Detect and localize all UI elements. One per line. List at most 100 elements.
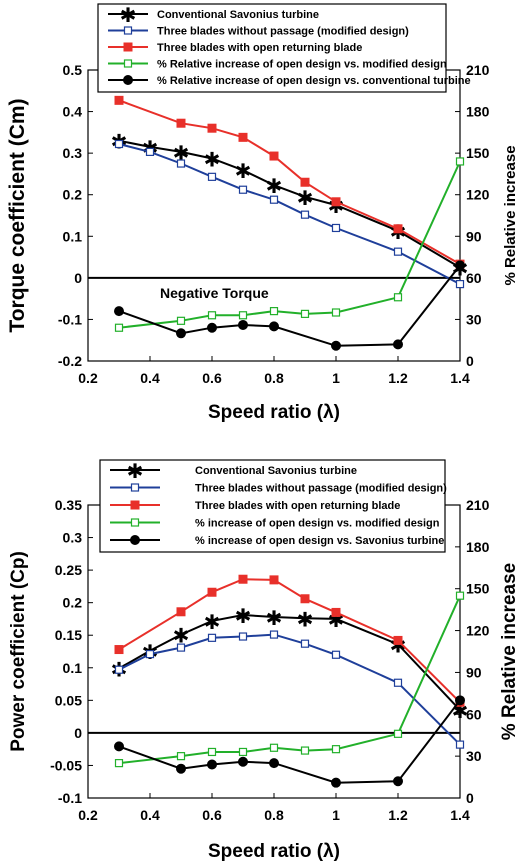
data-point [176,763,186,774]
y-tick-label: -0.2 [58,353,82,369]
data-point [238,311,248,320]
data-point [145,650,155,659]
data-point [114,741,124,752]
data-point [114,306,124,317]
data-point [393,776,403,787]
x-axis-title: Speed ratio (λ) [208,402,340,423]
data-point [269,195,279,204]
x-tick-label: 1 [332,807,340,823]
series-line [118,143,461,285]
x-tick-label: 0.2 [78,807,98,823]
legend-item: % increase of open design vs. Savonius t… [110,535,444,547]
series-line [118,613,461,711]
data-point [455,260,465,271]
y2-axis-title: % Relative increase [499,563,520,740]
y2-axis-title: % Relative increase [502,145,519,285]
y-tick-label: 0.25 [55,562,82,578]
y-tick-label: 0.2 [63,187,83,203]
y2-tick-label: 120 [466,187,490,203]
data-point [300,594,310,604]
y-axis-title: Torque coefficient (Cm) [6,98,29,332]
legend-marker: ✱ [120,3,137,27]
data-point [331,223,341,233]
legend-item: ✱ Conventional Savonius turbine [108,3,319,27]
y-tick-label: 0 [74,270,82,286]
y2-tick-label: 210 [466,62,490,78]
y-tick-label: 0.1 [63,228,83,244]
y2-tick-label: 150 [466,145,490,161]
x-tick-label: 0.2 [78,370,98,386]
data-point [331,745,341,754]
data-point [176,752,186,761]
data-point: ✱ [235,604,252,628]
annotation-negative-torque: Negative Torque [160,285,269,301]
data-point [269,151,279,161]
data-point [269,758,279,769]
data-point: ✱ [266,606,283,630]
legend-marker [123,75,133,85]
legend-label: % Relative increase of open design vs. m… [157,59,447,71]
series-4 [114,157,465,332]
legend-marker [123,42,133,52]
data-point: ✱ [297,607,314,631]
data-point [393,729,403,738]
legend-label: Conventional Savonius turbine [195,465,357,477]
y2-tick-label: 150 [466,581,490,597]
y-tick-label: -0.05 [50,757,82,773]
x-tick-label: 1 [332,370,340,386]
y-tick-label: 0.2 [63,595,83,611]
data-point [207,123,217,133]
y-tick-label: 0.4 [63,104,83,120]
series-2 [114,139,465,289]
data-point [176,159,186,168]
data-point [207,311,217,320]
data-point [207,747,217,757]
y-tick-label: 0.05 [55,692,82,708]
legend-item: ✱ Conventional Savonius turbine [110,459,357,483]
y2-tick-label: 0 [466,353,474,369]
data-point [238,132,248,142]
data-point [455,740,465,749]
data-point [238,319,248,330]
data-point [455,157,465,166]
legend-marker [123,59,133,68]
data-point [300,177,310,187]
series-line [118,264,461,347]
data-point [331,197,341,207]
y2-tick-label: 90 [466,228,482,244]
data-point [176,643,186,652]
data-point: ✱ [297,186,314,210]
legend-label: % increase of open design vs. modified d… [195,518,440,530]
legend-item: % Relative increase of open design vs. c… [108,75,471,87]
legend-marker [130,535,140,545]
y-tick-label: 0.3 [63,530,83,546]
data-point [393,635,403,645]
legend-label: % Relative increase of open design vs. c… [157,75,471,87]
series-3 [114,95,465,269]
data-point [145,147,155,156]
data-point [207,587,217,597]
series-line [118,139,461,269]
y-tick-label: 0.5 [63,62,83,78]
y-tick-label: 0.1 [63,660,83,676]
data-point [269,575,279,585]
data-point [455,695,465,706]
y-tick-label: -0.1 [58,790,82,806]
data-point [114,139,124,149]
y-axis-title: Power coefficient (Cp) [8,551,29,752]
y-tick-label: -0.1 [58,311,82,327]
y2-tick-label: 180 [466,104,490,120]
legend: ✱ Conventional Savonius turbine Three blad… [97,3,471,93]
data-point [269,743,279,752]
y2-tick-label: 60 [466,270,482,286]
legend-item: Three blades without passage (modified d… [108,26,409,38]
x-tick-label: 1.4 [450,807,470,823]
y2-tick-label: 60 [466,706,482,722]
data-point [393,293,403,302]
series-3 [114,574,465,707]
y-tick-label: 0 [74,725,82,741]
chart-panel-1: 0.2 0.4 0.6 0.8 1 1.2 1.4 -0.2 -0.1 0 0.1 0.2 0.3 0.4… [6,3,519,423]
x-tick-label: 0.4 [140,807,160,823]
